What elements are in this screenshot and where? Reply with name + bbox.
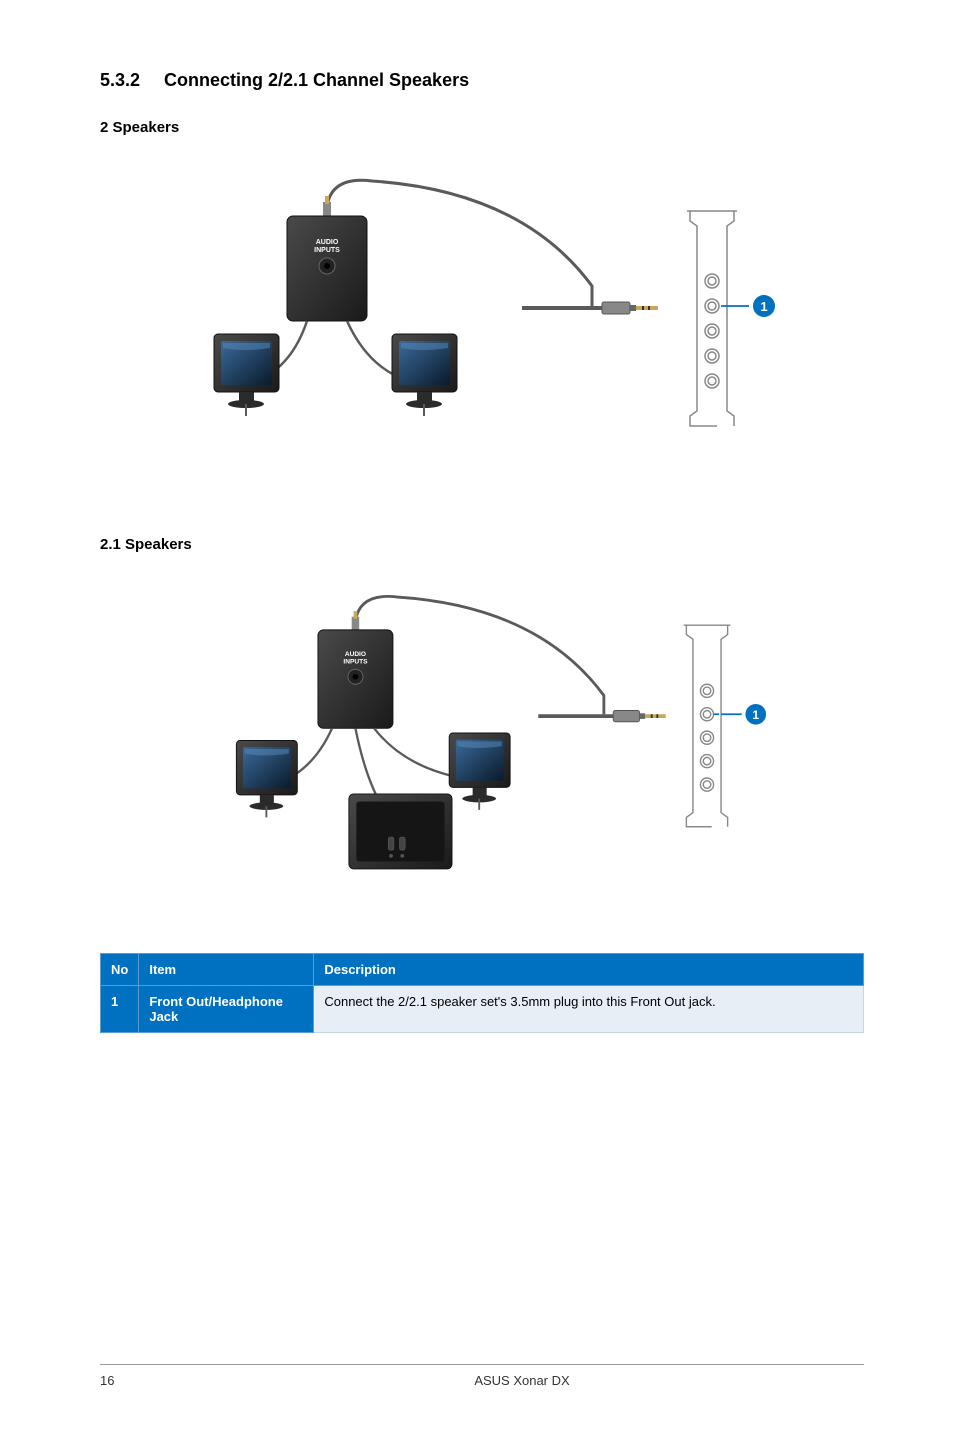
svg-text:AUDIO: AUDIO (345, 651, 366, 658)
svg-text:1: 1 (752, 708, 759, 722)
description-table-container: No Item Description 1 Front Out/Headphon… (100, 953, 864, 1033)
section-heading: 5.3.2Connecting 2/2.1 Channel Speakers (100, 70, 864, 91)
subheading-2speakers: 2 Speakers (100, 119, 864, 136)
header-no: No (101, 954, 139, 986)
header-item: Item (139, 954, 314, 986)
subheading-21speakers: 2.1 Speakers (100, 536, 864, 553)
cell-no: 1 (101, 986, 139, 1033)
table-header-row: No Item Description (101, 954, 864, 986)
page-footer: 16 ASUS Xonar DX (100, 1364, 864, 1388)
footer-title: ASUS Xonar DX (180, 1373, 864, 1388)
diagram-2speakers: AUDIO INPUTS (100, 156, 864, 476)
svg-text:INPUTS: INPUTS (343, 659, 368, 666)
svg-text:1: 1 (760, 299, 767, 314)
table-row: 1 Front Out/Headphone Jack Connect the 2… (101, 986, 864, 1033)
diagram-21speakers: AUDIO INPUTS (100, 573, 864, 893)
svg-text:INPUTS: INPUTS (314, 247, 340, 254)
cell-item: Front Out/Headphone Jack (139, 986, 314, 1033)
section-number: 5.3.2 (100, 70, 164, 91)
cell-desc: Connect the 2/2.1 speaker set's 3.5mm pl… (314, 986, 864, 1033)
description-table: No Item Description 1 Front Out/Headphon… (100, 953, 864, 1033)
diagram-svg-21speakers: AUDIO INPUTS (172, 583, 792, 883)
header-desc: Description (314, 954, 864, 986)
svg-text:AUDIO: AUDIO (316, 239, 339, 246)
diagram-svg-2speakers: AUDIO INPUTS (172, 166, 792, 466)
section-title: Connecting 2/2.1 Channel Speakers (164, 70, 469, 90)
